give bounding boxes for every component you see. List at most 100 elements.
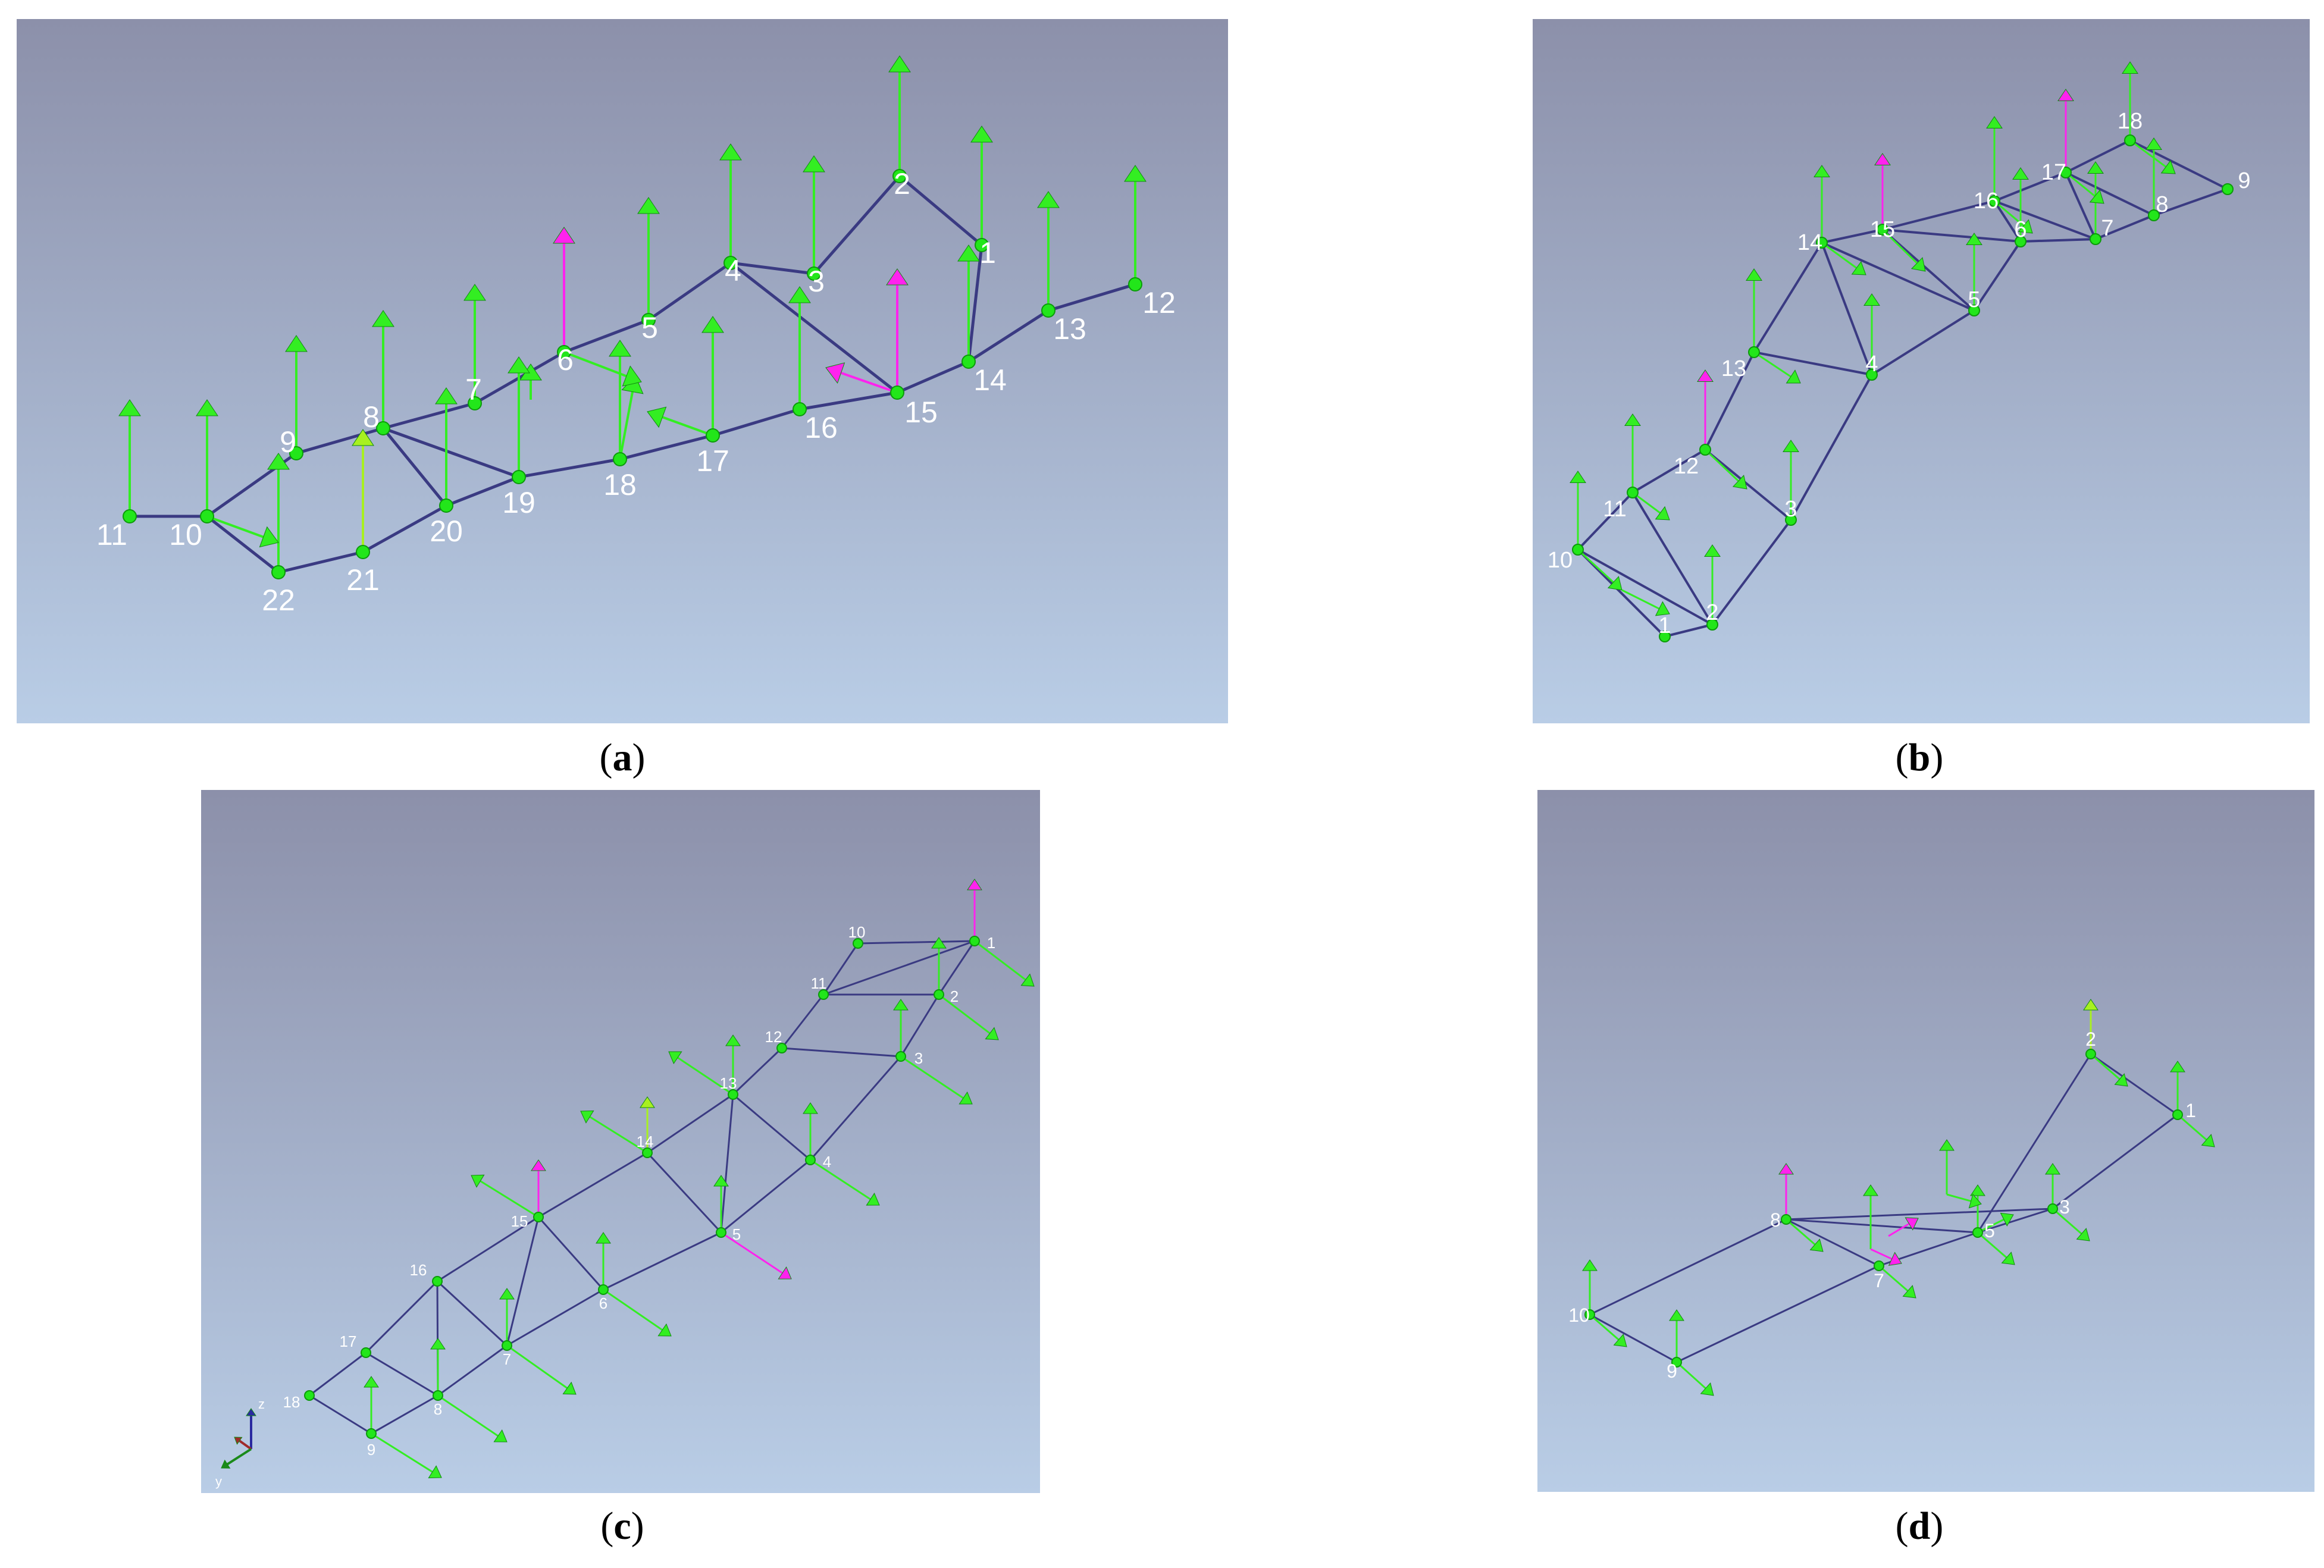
truss-node [1706,619,1718,631]
node-label: 1 [987,934,995,952]
truss-node [361,1347,371,1358]
node-label: 13 [1053,312,1086,346]
member-edge [2052,1114,2178,1210]
node-label: 11 [1603,497,1626,522]
truss-node [975,238,989,252]
support-arrow-icon [1966,233,1982,311]
member-edge [1631,449,1706,494]
support-arrow-icon [1786,1218,1824,1252]
support-arrow-icon [701,316,724,435]
node-label: 7 [1874,1270,1884,1291]
node-label: 8 [1770,1209,1781,1231]
node-label: 4 [823,1153,831,1171]
support-arrow-icon [1878,1265,1916,1299]
support-arrow-icon [810,1159,880,1206]
support-arrow-icon [1814,165,1830,243]
truss-node [1972,1227,1983,1238]
support-arrow-icon [1939,1139,1955,1194]
member-edge [2065,139,2131,174]
member-edge [1871,309,1975,376]
load-arrow-icon [1870,1248,1902,1266]
member-edge [729,262,898,394]
load-arrow-icon [721,1231,792,1280]
truss-node [1659,631,1671,642]
node-label: 11 [811,974,827,992]
viewport-background [1537,790,2314,1492]
support-arrow-icon [1753,351,1801,384]
node-label: 18 [283,1393,300,1411]
support-arrow-icon [1577,548,1623,591]
support-arrow-icon [2065,171,2104,204]
member-edge [813,175,901,275]
member-edge [538,1152,648,1218]
viewport-background [201,790,1040,1493]
node-label: 4 [1865,352,1878,377]
node-label: 18 [603,468,637,501]
node-label: 7 [503,1350,511,1368]
member-edge [1977,1053,2092,1233]
node-label: 18 [2118,109,2143,134]
member-edge [1973,240,2022,312]
truss-node [366,1428,377,1439]
node-label: 2 [1706,600,1718,625]
node-label: 20 [430,515,463,548]
truss-node [642,1147,653,1158]
member-edge [720,1094,734,1233]
support-arrow-icon [957,244,980,362]
support-arrow-icon [2170,1061,2185,1115]
member-edge [296,427,384,455]
member-edge [371,1394,439,1435]
member-edge [278,550,364,574]
support-arrow-icon [2087,161,2104,239]
truss-node [706,428,720,443]
member-edge [647,261,732,322]
truss-node [304,1390,315,1401]
truss-node [1816,237,1828,249]
member-edge [1786,1218,1880,1267]
load-arrow-icon [967,879,982,941]
member-edge [1821,242,1873,375]
member-edge [362,504,447,554]
truss-node [502,1340,512,1351]
member-edge [1786,1208,2053,1221]
panel-a-caption: (a) [599,736,646,779]
member-edge [967,244,984,362]
member-edge [206,515,280,573]
node-label: 9 [1667,1360,1677,1382]
z-axis-label: z [258,1397,265,1412]
truss-node [2148,209,2160,221]
panel-d-view: 1 2 3 5 7 8 9 10 [1537,790,2314,1492]
member-edge [721,1159,811,1234]
member-edge [1881,228,1975,312]
member-edge [1994,200,2096,240]
truss-node [1699,444,1711,456]
support-arrow-icon [2052,1208,2090,1241]
support-arrow-icon [471,1174,539,1218]
truss-node [433,1390,443,1401]
member-edge [1994,171,2066,202]
node-label: 6 [2014,217,2027,242]
node-label: 3 [1784,497,1797,522]
node-label: 10 [1568,1304,1590,1326]
member-edge [2095,214,2154,240]
member-edge [647,1093,734,1154]
node-label: 16 [410,1261,427,1279]
panel-b-caption: (b) [1895,736,1944,779]
support-arrow-icon [713,1175,729,1233]
truss-node [2222,183,2234,195]
truss-node [2090,233,2101,245]
member-edge [1589,1313,1677,1363]
support-arrow-icon [647,406,713,437]
truss-node [123,509,137,523]
member-edge [1631,491,1714,626]
truss-node [432,1276,443,1287]
support-arrow-icon [1881,228,1926,272]
member-edge [1048,283,1136,312]
member-edge [2153,188,2228,217]
node-label: 11 [96,518,127,551]
member-edge [1821,242,1975,312]
support-arrow-icon [463,284,486,403]
node-label: 5 [1984,1220,1995,1241]
